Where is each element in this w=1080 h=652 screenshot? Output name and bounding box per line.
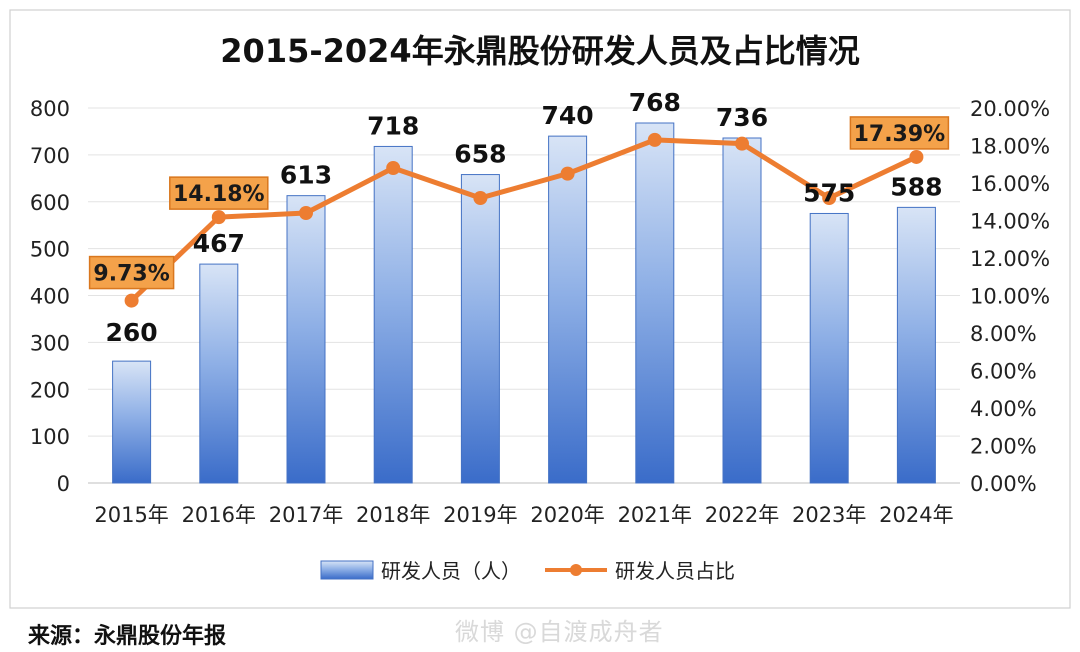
x-tick-label: 2019年	[443, 503, 517, 527]
x-tick-label: 2015年	[94, 503, 168, 527]
y-right-tick-label: 6.00%	[970, 360, 1037, 384]
bar-value-label: 736	[716, 103, 768, 132]
ratio-callout-box	[88, 255, 175, 290]
y-left-tick-label: 800	[30, 97, 70, 121]
bar-value-label: 613	[280, 161, 332, 190]
watermark: 微博 @自渡成舟者	[455, 618, 664, 646]
x-tick-label: 2022年	[705, 503, 779, 527]
line-series	[124, 132, 924, 308]
x-tick-label: 2024年	[879, 503, 953, 527]
x-tick-label: 2021年	[618, 503, 692, 527]
line-point	[560, 166, 575, 181]
chart-title: 2015-2024年永鼎股份研发人员及占比情况	[220, 32, 859, 70]
line-point	[909, 149, 924, 164]
bar	[809, 212, 849, 484]
bar	[548, 135, 588, 484]
x-tick-label: 2016年	[182, 503, 256, 527]
y-left-tick-label: 600	[30, 191, 70, 215]
y-right-tick-label: 4.00%	[970, 397, 1037, 421]
y-left-tick-label: 200	[30, 378, 70, 402]
bar	[635, 122, 675, 484]
ratio-callout-label: 14.18%	[173, 182, 265, 207]
bar-value-label: 658	[454, 140, 506, 169]
axes: 0 100 200 300 400 500 600 700 800 0.00% 2.00% 4.00%…	[30, 97, 1050, 527]
bar	[896, 206, 936, 484]
y-right-tick-label: 0.00%	[970, 472, 1037, 496]
y-left-tick-label: 500	[30, 238, 70, 262]
y-left-tick-label: 0	[57, 472, 70, 496]
y-left-tick-label: 100	[30, 425, 70, 449]
legend-line-marker	[570, 564, 582, 576]
y-right-tick-label: 10.00%	[970, 285, 1050, 309]
line-point	[211, 210, 226, 225]
line-point	[735, 136, 749, 151]
bar	[460, 174, 500, 484]
y-left-tick-label: 300	[30, 331, 70, 355]
legend-bar-label: 研发人员（人）	[381, 559, 521, 583]
bar	[722, 137, 762, 484]
x-tick-label: 2023年	[792, 503, 866, 527]
bar-series	[112, 122, 936, 484]
bar-value-label: 575	[803, 178, 855, 207]
ratio-callout-label: 9.73%	[93, 262, 169, 287]
ratio-callout-box	[169, 176, 269, 210]
line-point	[124, 293, 139, 308]
ratio-callout-label: 17.39%	[854, 122, 946, 147]
bar-value-label: 768	[629, 88, 681, 117]
ratio-callout-box	[849, 116, 950, 150]
bar-value-label: 740	[542, 101, 594, 130]
legend-bar-swatch	[320, 560, 374, 580]
line-point	[822, 191, 837, 205]
ratio-line	[129, 137, 918, 303]
chart-border	[9, 9, 1071, 609]
y-right-tick-label: 2.00%	[970, 435, 1037, 459]
line-point	[473, 191, 488, 205]
bar	[373, 145, 413, 484]
line-point	[386, 161, 401, 175]
legend: 研发人员（人） 研发人员占比	[320, 559, 735, 583]
x-tick-label: 2020年	[530, 503, 604, 527]
bar	[199, 263, 239, 484]
y-right-tick-label: 8.00%	[970, 322, 1037, 346]
bar-value-label: 467	[193, 229, 245, 258]
bar-value-label: 260	[106, 318, 158, 347]
line-point	[299, 206, 313, 220]
line-point	[647, 132, 662, 147]
bar-value-label: 718	[367, 111, 419, 140]
y-right-tick-label: 20.00%	[970, 97, 1050, 121]
bar-value-label: 588	[890, 172, 942, 201]
x-tick-label: 2018年	[356, 503, 430, 527]
x-tick-label: 2017年	[269, 503, 343, 527]
y-right-tick-label: 14.00%	[970, 210, 1050, 234]
y-left-tick-label: 400	[30, 285, 70, 309]
y-right-tick-label: 18.00%	[970, 135, 1050, 159]
source-note: 来源：永鼎股份年报	[28, 624, 227, 649]
bar	[112, 360, 152, 484]
y-right-tick-label: 12.00%	[970, 247, 1050, 271]
y-left-tick-label: 700	[30, 144, 70, 168]
legend-line-label: 研发人员占比	[615, 559, 735, 583]
data-labels: 260 467 613 718 658 740 768 736 575 588 9.73% 14.18…	[88, 88, 950, 347]
y-right-tick-label: 16.00%	[970, 172, 1050, 196]
bar	[286, 195, 326, 484]
